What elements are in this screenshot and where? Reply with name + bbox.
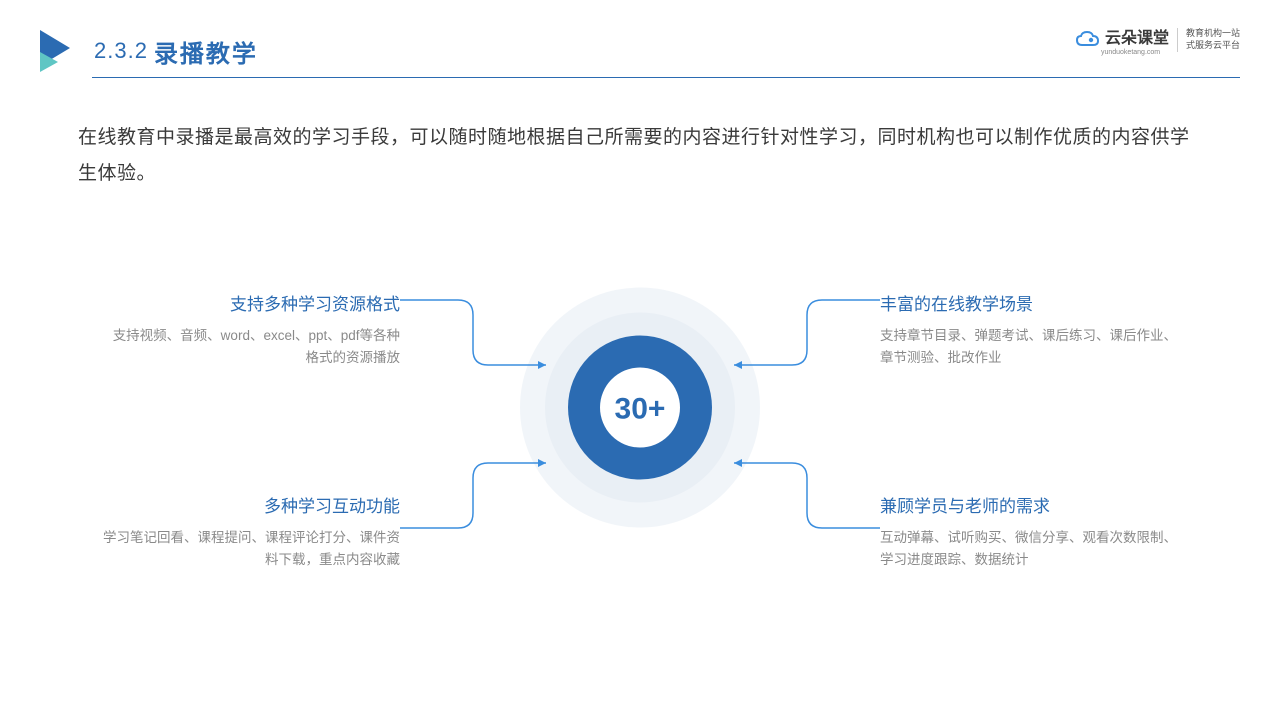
intro-paragraph: 在线教育中录播是最高效的学习手段，可以随时随地根据自己所需要的内容进行针对性学习… bbox=[0, 72, 1280, 192]
connector-top-left bbox=[398, 298, 558, 378]
header-play-icon bbox=[40, 30, 76, 72]
connector-top-right bbox=[722, 298, 882, 378]
feature-desc: 支持章节目录、弹题考试、课后练习、课后作业、章节测验、批改作业 bbox=[880, 325, 1180, 368]
connector-bottom-right bbox=[722, 450, 882, 530]
logo-brand-text: 云朵课堂 bbox=[1105, 24, 1169, 48]
feature-top-right: 丰富的在线教学场景 支持章节目录、弹题考试、课后练习、课后作业、章节测验、批改作… bbox=[880, 290, 1180, 368]
feature-diagram: 30+ 支持多种学习资源格式 支持视频、音频、word、excel、ppt、pd… bbox=[0, 240, 1280, 720]
connector-bottom-left bbox=[398, 450, 558, 530]
feature-desc: 支持视频、音频、word、excel、ppt、pdf等各种格式的资源播放 bbox=[100, 325, 400, 368]
feature-title: 兼顾学员与老师的需求 bbox=[880, 492, 1180, 517]
feature-title: 支持多种学习资源格式 bbox=[100, 290, 400, 315]
section-number: 2.3.2 bbox=[94, 38, 148, 64]
section-title: 录播教学 bbox=[154, 34, 258, 69]
feature-bottom-right: 兼顾学员与老师的需求 互动弹幕、试听购买、微信分享、观看次数限制、学习进度跟踪、… bbox=[880, 492, 1180, 570]
slide-header: 2.3.2 录播教学 云朵课堂 yunduoketang.com 教育机构一站 … bbox=[0, 0, 1280, 72]
feature-title: 丰富的在线教学场景 bbox=[880, 290, 1180, 315]
cloud-icon bbox=[1075, 30, 1101, 50]
feature-desc: 学习笔记回看、课程提问、课程评论打分、课件资料下载，重点内容收藏 bbox=[100, 527, 400, 570]
brand-logo: 云朵课堂 yunduoketang.com 教育机构一站 式服务云平台 bbox=[1075, 24, 1240, 56]
logo-domain-text: yunduoketang.com bbox=[1101, 49, 1169, 56]
feature-top-left: 支持多种学习资源格式 支持视频、音频、word、excel、ppt、pdf等各种… bbox=[100, 290, 400, 368]
logo-tagline: 教育机构一站 式服务云平台 bbox=[1177, 28, 1240, 51]
feature-desc: 互动弹幕、试听购买、微信分享、观看次数限制、学习进度跟踪、数据统计 bbox=[880, 527, 1180, 570]
feature-bottom-left: 多种学习互动功能 学习笔记回看、课程提问、课程评论打分、课件资料下载，重点内容收… bbox=[100, 492, 400, 570]
feature-title: 多种学习互动功能 bbox=[100, 492, 400, 517]
center-label: 30+ bbox=[615, 393, 666, 426]
header-underline bbox=[92, 77, 1240, 78]
